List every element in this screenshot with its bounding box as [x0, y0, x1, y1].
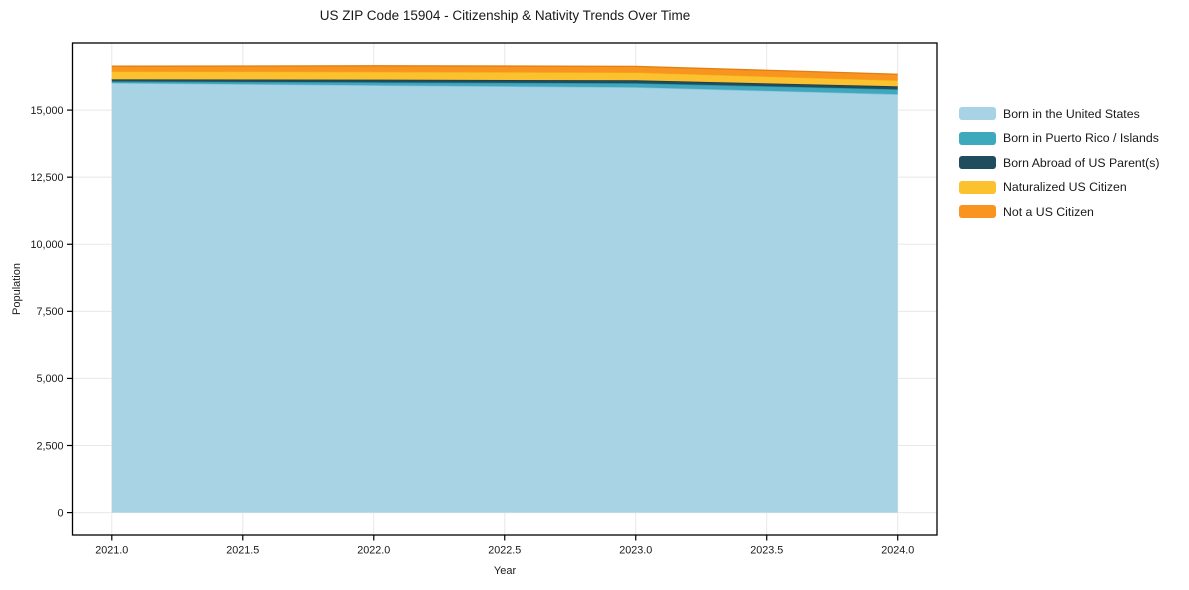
legend-label: Born Abroad of US Parent(s)	[1003, 155, 1160, 170]
legend: Born in the United States Born in Puerto…	[959, 107, 1160, 230]
legend-swatch-born-in-puerto-rico	[959, 131, 996, 145]
x-tick-label: 2023.0	[619, 545, 652, 557]
area-born-in-puerto-rico-islands	[111, 81, 898, 95]
y-tick-label: 12,500	[30, 172, 63, 184]
y-tick-label: 0	[57, 507, 63, 519]
legend-swatch-born-in-us	[959, 107, 996, 120]
legend-item: Born in the United States	[959, 106, 1160, 121]
area-naturalized-us-citizen	[111, 71, 898, 87]
legend-swatch-naturalized	[959, 180, 996, 194]
legend-label: Born in Puerto Rico / Islands	[1003, 131, 1159, 145]
x-tick-label: 2021.5	[226, 545, 259, 557]
area-not-a-us-citizen	[111, 65, 898, 81]
legend-item: Not a US Citizen	[959, 204, 1160, 219]
y-tick-label: 15,000	[30, 105, 63, 117]
y-tick-label: 10,000	[30, 239, 63, 251]
legend-label: Naturalized US Citizen	[1003, 180, 1127, 194]
legend-label: Not a US Citizen	[1003, 204, 1094, 219]
y-tick-label: 2,500	[36, 440, 63, 452]
x-tick-label: 2023.5	[750, 545, 783, 557]
legend-item: Born in Puerto Rico / Islands	[959, 131, 1160, 145]
area-edge-not-a-us-citizen	[111, 65, 898, 75]
x-tick-label: 2022.0	[357, 545, 390, 557]
x-axis-label: Year	[493, 565, 517, 577]
legend-swatch-not-citizen	[959, 205, 996, 218]
y-tick-label: 5,000	[36, 373, 63, 385]
y-tick-label: 7,500	[36, 306, 63, 318]
chart-title: US ZIP Code 15904 - Citizenship & Nativi…	[319, 8, 691, 23]
area-born-in-the-united-states	[111, 82, 898, 513]
x-tick-label: 2021.0	[95, 545, 128, 557]
legend-label: Born in the United States	[1003, 106, 1140, 121]
x-tick-label: 2022.5	[488, 545, 521, 557]
legend-swatch-born-abroad	[959, 156, 996, 169]
legend-item: Naturalized US Citizen	[959, 180, 1160, 194]
x-tick-label: 2024.0	[881, 545, 914, 557]
legend-item: Born Abroad of US Parent(s)	[959, 155, 1160, 170]
